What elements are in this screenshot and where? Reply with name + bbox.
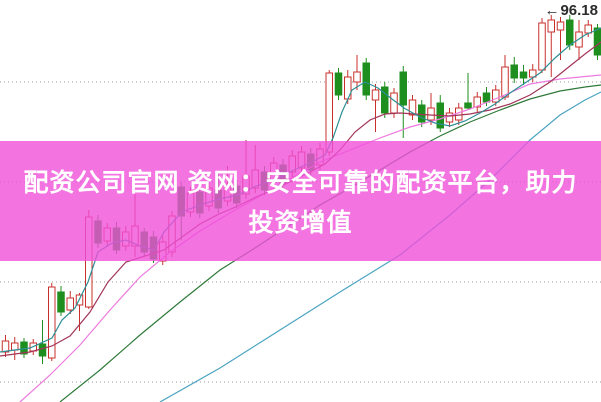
banner-text-line1: 配资公司官网 资网：安全可靠的配资平台，助力 <box>23 169 578 197</box>
last-price-annotation: ← 96.18 <box>544 2 598 19</box>
last-price-value: 96.18 <box>560 2 598 19</box>
left-arrow-icon: ← <box>544 2 560 19</box>
promo-banner[interactable]: 配资公司官网 资网：安全可靠的配资平台，助力 投资增值 <box>0 141 601 261</box>
banner-text-line2: 投资增值 <box>248 209 353 237</box>
